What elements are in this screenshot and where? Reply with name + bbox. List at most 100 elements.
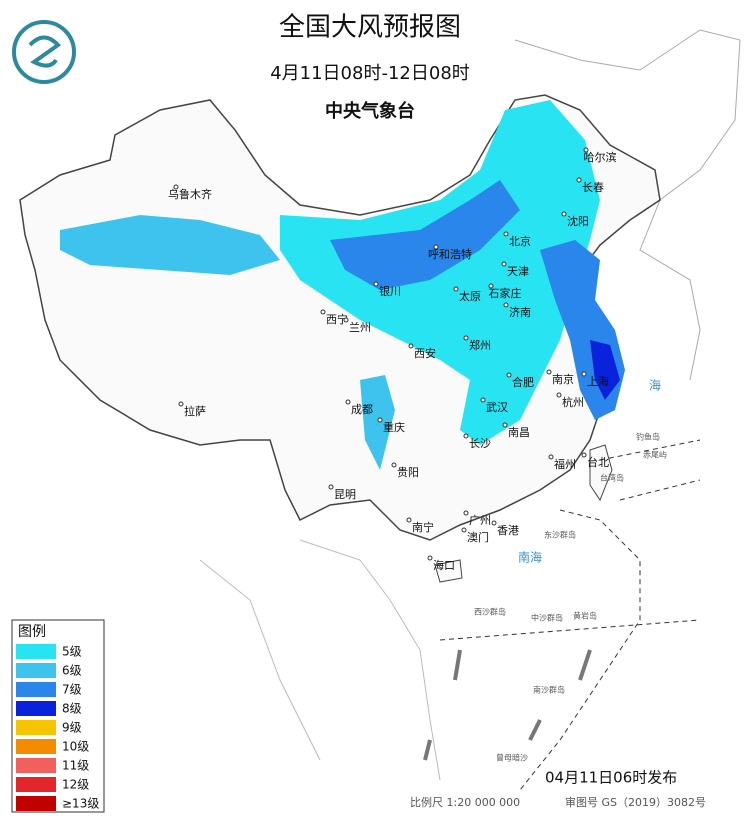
city-dot xyxy=(488,283,494,289)
legend-label: 10级 xyxy=(62,740,89,754)
city-label: 长沙 xyxy=(469,437,491,450)
city-label: 福州 xyxy=(554,457,576,471)
sea-boundary xyxy=(439,439,701,791)
border-line xyxy=(514,29,741,381)
city-label: 太原 xyxy=(459,290,481,303)
city-dot xyxy=(463,433,469,439)
city-label: 沈阳 xyxy=(567,214,589,228)
city-label: 天津 xyxy=(507,265,529,278)
city-dot xyxy=(320,309,326,315)
place-label: 海 xyxy=(649,378,661,393)
title: 全国大风预报图 xyxy=(279,13,461,43)
city-dot xyxy=(461,527,467,533)
city-label: 杭州 xyxy=(562,395,584,409)
city-label: 北京 xyxy=(509,234,531,248)
city-label: 济南 xyxy=(509,305,531,319)
legend-swatch xyxy=(16,777,56,792)
legend-swatch xyxy=(16,758,56,773)
city-dot xyxy=(427,555,433,561)
city-dot xyxy=(581,452,587,458)
city-dot xyxy=(377,417,383,423)
legend-label: 8级 xyxy=(62,702,82,716)
wind-area xyxy=(330,180,520,290)
city-label: 南昌 xyxy=(508,426,530,439)
legend-swatch xyxy=(16,701,56,716)
agency: 中央气象台 xyxy=(325,100,415,122)
hainan xyxy=(434,559,463,583)
legend-label: 9级 xyxy=(62,721,82,735)
city-label: 上海 xyxy=(587,374,609,388)
city-dot xyxy=(173,184,179,190)
city-label: 澳门 xyxy=(467,530,489,544)
place-label: 中沙群岛 xyxy=(531,613,563,623)
city-dot xyxy=(583,147,589,153)
scale: 比例尺 1:20 000 000 xyxy=(410,795,520,809)
place-label: 黄岩岛 xyxy=(573,611,597,621)
city-label: 成都 xyxy=(351,403,373,416)
city-label: 郑州 xyxy=(469,338,491,352)
city-dot xyxy=(502,422,508,428)
city-label: 武汉 xyxy=(486,401,508,414)
city-label: 合肥 xyxy=(512,375,534,389)
city-label: 贵阳 xyxy=(397,466,419,479)
city-dot xyxy=(548,454,554,460)
legend-swatch xyxy=(16,796,56,811)
legend-label: 5级 xyxy=(62,645,82,659)
city-label: 海口 xyxy=(433,558,455,572)
city-dot xyxy=(581,371,587,377)
city-dot xyxy=(391,462,397,468)
city-dot xyxy=(343,317,349,323)
city-label: 香港 xyxy=(497,524,519,537)
logo xyxy=(12,20,76,84)
city-dot xyxy=(480,397,486,403)
city-label: 银川 xyxy=(379,284,401,298)
legend-label: 11级 xyxy=(62,759,89,773)
city-label: 乌鲁木齐 xyxy=(168,187,212,201)
city-label: 广州 xyxy=(469,514,491,527)
place-label: 南海 xyxy=(518,550,542,565)
legend-title: 图例 xyxy=(18,624,46,640)
place-label: 钓鱼岛 xyxy=(636,432,660,442)
city-dot xyxy=(406,517,412,523)
place-label: 西沙群岛 xyxy=(474,607,506,617)
city-label: 台北 xyxy=(587,455,609,469)
wind-area xyxy=(590,340,620,400)
border-line xyxy=(199,539,441,781)
city-dot xyxy=(546,369,552,375)
wind-area xyxy=(60,215,280,275)
city-label: 呼和浩特 xyxy=(428,247,472,261)
city-dot xyxy=(178,401,184,407)
place-label: 南沙群岛 xyxy=(533,685,565,695)
legend-label: 7级 xyxy=(62,683,82,697)
review-number: 审图号 GS（2019）3082号 xyxy=(565,795,706,809)
dash-line xyxy=(423,649,592,761)
legend-swatch xyxy=(16,739,56,754)
city-label: 重庆 xyxy=(383,420,405,434)
legend-swatch xyxy=(16,644,56,659)
city-label: 南宁 xyxy=(412,520,434,534)
city-label: 石家庄 xyxy=(489,286,522,300)
city-label: 哈尔滨 xyxy=(584,150,617,164)
taiwan xyxy=(589,444,613,502)
legend-label: 6级 xyxy=(62,664,82,678)
city-dot xyxy=(561,211,567,217)
wind-area xyxy=(360,375,395,470)
city-dot xyxy=(503,231,509,237)
city-label: 长春 xyxy=(582,181,604,194)
city-label: 西安 xyxy=(414,346,436,360)
city-dot xyxy=(491,520,497,526)
city-dot xyxy=(328,484,334,490)
city-dot xyxy=(501,261,507,267)
city-dot xyxy=(453,286,459,292)
city-dot xyxy=(408,343,414,349)
legend-label: 12级 xyxy=(62,778,89,792)
city-label: 西宁 xyxy=(326,312,348,326)
city-dot xyxy=(503,302,509,308)
place-label: 曾母暗沙 xyxy=(496,753,528,763)
legend-label: ≥13级 xyxy=(62,797,99,811)
city-dot xyxy=(576,177,582,183)
city-label: 昆明 xyxy=(334,488,356,501)
city-dot xyxy=(506,372,512,378)
